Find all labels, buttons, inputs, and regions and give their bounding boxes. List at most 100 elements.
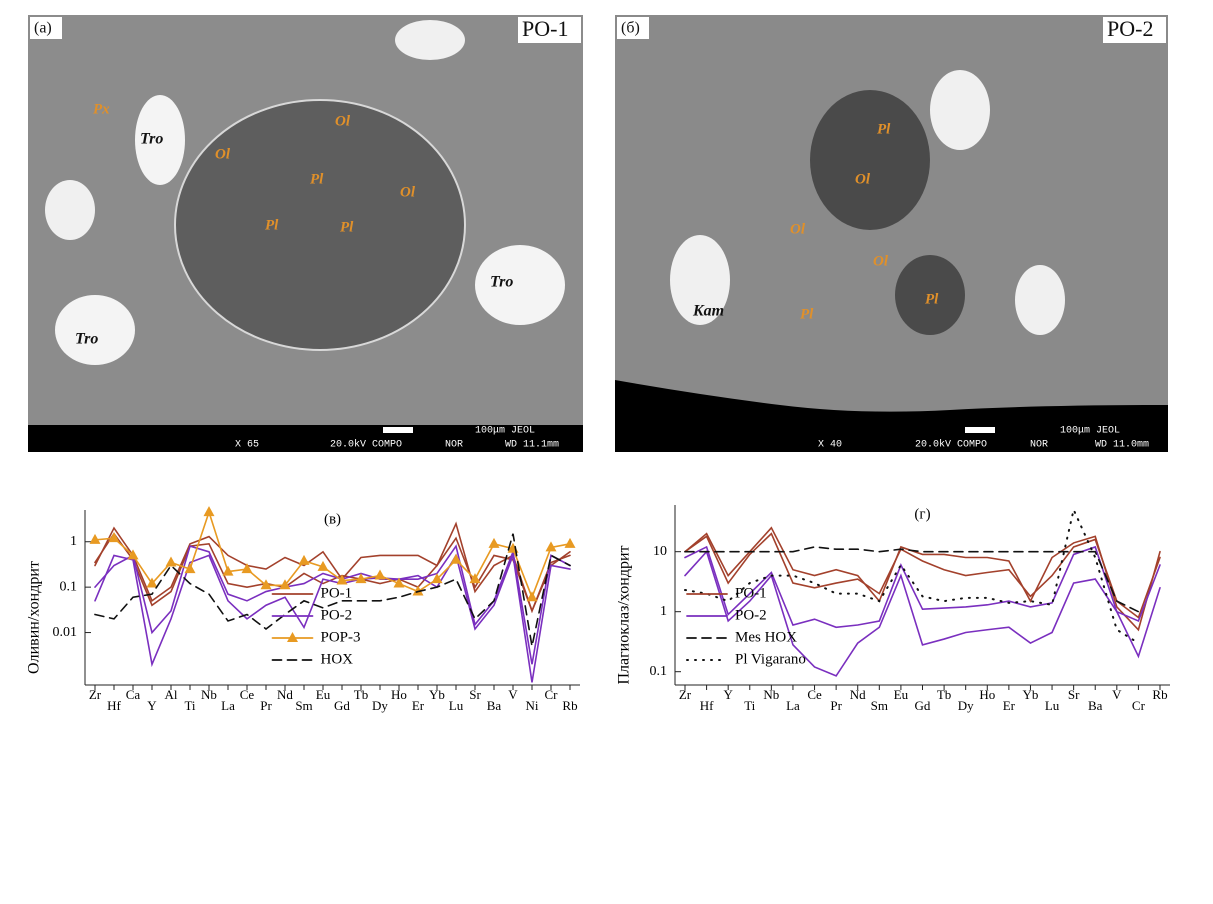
x-tick-label: Er (1003, 698, 1016, 713)
x-tick-label: Tb (354, 687, 368, 702)
mineral-label: Px (93, 101, 110, 117)
x-tick-label: Yb (429, 687, 445, 702)
series-line (684, 532, 1161, 619)
marker (336, 574, 348, 585)
panel-label: (б) (621, 20, 640, 37)
x-tick-label: Nd (850, 687, 866, 702)
x-tick-label: Ba (487, 698, 502, 713)
mineral-label: Pl (310, 171, 324, 187)
y-tick-label: 1 (70, 534, 77, 549)
chart-title: (г) (914, 506, 930, 522)
info-text: 20.0kV COMPO (915, 439, 987, 451)
x-tick-label: Ti (184, 698, 195, 713)
x-tick-label: Pr (260, 698, 272, 713)
x-tick-label: Ce (240, 687, 255, 702)
x-tick-label: Zr (89, 687, 102, 702)
info-text: X 65 (235, 440, 259, 451)
legend-label: PO-1 (735, 585, 767, 601)
panel-label: (а) (34, 20, 52, 37)
x-tick-label: Er (412, 698, 425, 713)
mineral-label: Pl (340, 219, 354, 235)
mineral-label: Tro (75, 331, 98, 348)
x-tick-label: V (1112, 687, 1122, 702)
chart-title: (в) (324, 511, 341, 527)
info-text: NOR (445, 440, 463, 451)
y-tick-label: 0.1 (650, 664, 668, 679)
sample-label: PO-1 (522, 16, 568, 41)
x-tick-label: Ce (807, 687, 822, 702)
series-line (94, 521, 571, 614)
x-tick-label: Lu (1045, 698, 1060, 713)
mineral-label: Tro (140, 131, 163, 148)
y-tick-label: 0.01 (53, 625, 78, 640)
x-tick-label: V (508, 687, 518, 702)
x-tick-label: Eu (894, 687, 909, 702)
x-tick-label: Rb (1152, 687, 1167, 702)
x-tick-label: Hf (700, 698, 714, 713)
legend-label: HOX (321, 651, 354, 667)
mineral-label: Ol (855, 171, 871, 187)
resin (615, 380, 1168, 452)
legend-marker (287, 632, 298, 642)
marker (279, 579, 291, 590)
troilite (395, 20, 465, 60)
x-tick-label: Dy (372, 698, 388, 713)
x-tick-label: Ho (979, 687, 995, 702)
x-tick-label: Ba (1088, 698, 1103, 713)
legend-label: Mes HOX (735, 629, 797, 645)
scale-bar (965, 427, 995, 433)
marker (203, 506, 215, 517)
info-text: X 40 (818, 440, 842, 451)
label-bg (518, 17, 581, 43)
marker (146, 577, 158, 588)
marker (545, 541, 557, 552)
x-tick-label: Sr (469, 687, 481, 702)
info-text: 20.0kV COMPO (330, 439, 402, 451)
label-bg (617, 17, 649, 39)
marker (165, 556, 177, 567)
x-tick-label: Nd (277, 687, 293, 702)
x-tick-label: Tb (937, 687, 951, 702)
y-tick-label: 1 (660, 604, 667, 619)
series-line (684, 526, 1161, 632)
troilite (475, 245, 565, 325)
y-tick-label: 0.1 (60, 579, 78, 594)
marker (488, 537, 500, 548)
marker (89, 533, 101, 544)
legend-label: PO-2 (735, 607, 767, 623)
mineral-label: Kam (692, 303, 724, 320)
series-line (684, 546, 1140, 613)
x-tick-label: Y (147, 698, 157, 713)
info-text: WD 11.0mm (1095, 440, 1149, 451)
x-tick-label: La (221, 698, 235, 713)
marker (184, 563, 196, 574)
x-tick-label: Al (165, 687, 178, 702)
x-tick-label: Cr (545, 687, 559, 702)
info-text: WD 11.1mm (505, 440, 559, 451)
marker (450, 553, 462, 564)
y-axis-label: Оливин/хондрит (26, 561, 43, 674)
bright-area (1015, 265, 1065, 335)
x-tick-label: Ca (126, 687, 141, 702)
label-bg (30, 17, 62, 39)
mineral-label: Pl (800, 306, 814, 322)
series-line (94, 552, 571, 683)
image-b: (б) PO-2 Pl Ol Ol Ol Kam Pl Pl 100μm JEO… (615, 15, 1168, 452)
x-tick-label: Lu (449, 698, 464, 713)
mineral-label: Ol (215, 146, 231, 162)
x-tick-label: Gd (915, 698, 931, 713)
x-tick-label: Nb (763, 687, 779, 702)
troilite (55, 295, 135, 365)
x-tick-label: Eu (316, 687, 331, 702)
mineral-label: Tro (490, 274, 513, 291)
troilite (135, 95, 185, 185)
legend-label: POP-3 (321, 629, 361, 645)
legend-label: PO-2 (321, 607, 353, 623)
marker (393, 577, 405, 588)
marker (355, 573, 367, 584)
x-tick-label: Hf (107, 698, 121, 713)
info-text: NOR (1030, 440, 1048, 451)
x-tick-label: La (786, 698, 800, 713)
x-tick-label: Ni (526, 698, 539, 713)
